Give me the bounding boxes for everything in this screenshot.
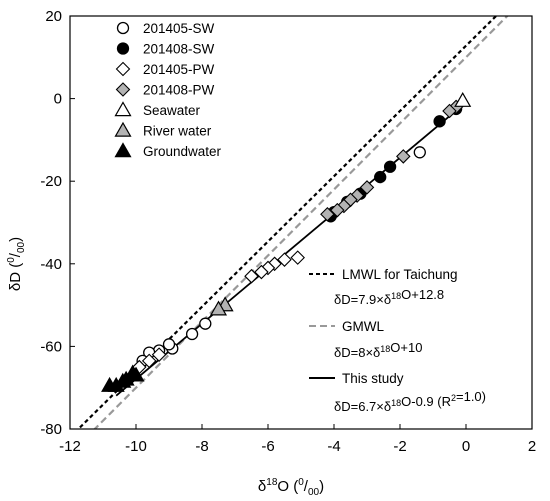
legend-label-6: Groundwater: [143, 144, 222, 159]
y-tick-label-2: -20: [40, 173, 62, 190]
x-tick-label-4: -4: [327, 438, 340, 455]
point-0-2: [187, 329, 198, 340]
point-1-2: [385, 161, 396, 172]
x-tick-label-2: -8: [195, 438, 208, 455]
point-0-0: [414, 147, 425, 158]
legend-marker-4: [116, 103, 131, 116]
legend-line-equation-2: δD=6.7×δ18O-0.9 (R2=1.0): [334, 389, 486, 414]
x-tick-label-7: 2: [528, 438, 536, 455]
legend-label-3: 201408-PW: [143, 83, 215, 98]
x-tick-label-5: -2: [393, 438, 406, 455]
legend-marker-0: [118, 23, 129, 34]
legend-line-equation-1: δD=8×δ18O+10: [334, 340, 422, 360]
y-tick-label-0: 20: [45, 8, 62, 25]
legend-label-0: 201405-SW: [143, 21, 215, 36]
x-tick-label-6: 0: [462, 438, 470, 455]
line-1: [70, 0, 532, 454]
legend-marker-2: [117, 63, 130, 76]
x-tick-labels: -12 -10 -8 -6 -4 -2 0 2: [59, 438, 536, 455]
point-0-1: [200, 318, 211, 329]
point-0-4: [164, 339, 175, 350]
point-1-3: [375, 172, 386, 183]
legend-points: 201405-SW 201408-SW 201405-PW 201408-PW Seaw…: [116, 21, 222, 159]
legend-marker-1: [118, 43, 129, 54]
y-axis-title: δD (0/00): [6, 237, 27, 291]
legend-lines: LMWL for Taichung δD=7.9×δ18O+12.8 GMWL δD=…: [309, 267, 486, 414]
point-2-0: [291, 251, 304, 264]
y-tick-label-1: 0: [54, 91, 62, 108]
legend-line-label-2: This study: [342, 371, 404, 386]
x-axis-title: δ18O (0/00): [258, 477, 324, 498]
legend-label-2: 201405-PW: [143, 62, 215, 77]
legend-label-1: 201408-SW: [143, 42, 215, 57]
legend-marker-3: [117, 83, 130, 96]
y-tick-label-5: -80: [40, 421, 62, 438]
y-tick-label-4: -60: [40, 338, 62, 355]
legend-line-equation-0: δD=7.9×δ18O+12.8: [334, 287, 444, 307]
point-1-1: [434, 116, 445, 127]
legend-marker-6: [116, 144, 131, 157]
legend-line-label-1: GMWL: [342, 319, 384, 334]
y-tick-label-3: -40: [40, 256, 62, 273]
point-4-0: [455, 93, 470, 106]
legend-marker-5: [116, 123, 131, 136]
legend-label-5: River water: [143, 124, 212, 139]
legend-line-label-0: LMWL for Taichung: [342, 267, 458, 282]
legend-label-4: Seawater: [143, 103, 201, 118]
regression-lines: [70, 0, 532, 454]
y-tick-labels: 20 0 -20 -40 -60 -80: [40, 8, 62, 438]
x-tick-label-3: -6: [261, 438, 274, 455]
x-tick-label-0: -12: [59, 438, 81, 455]
x-tick-label-1: -10: [125, 438, 147, 455]
